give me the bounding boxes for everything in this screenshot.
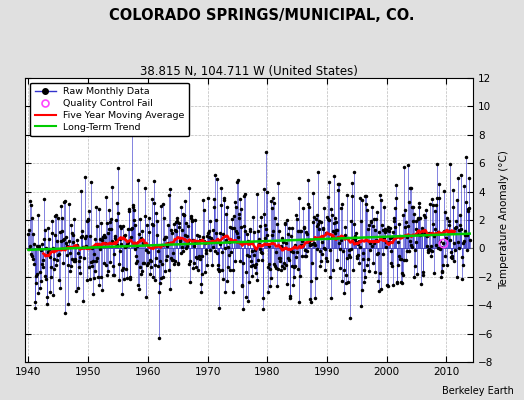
Text: COLORADO SPRINGS/MUNICIPAL, CO.: COLORADO SPRINGS/MUNICIPAL, CO. [109,8,415,23]
Title: 38.815 N, 104.711 W (United States): 38.815 N, 104.711 W (United States) [140,65,358,78]
Y-axis label: Temperature Anomaly (°C): Temperature Anomaly (°C) [499,150,509,289]
Legend: Raw Monthly Data, Quality Control Fail, Five Year Moving Average, Long-Term Tren: Raw Monthly Data, Quality Control Fail, … [30,82,189,136]
Text: Berkeley Earth: Berkeley Earth [442,386,514,396]
